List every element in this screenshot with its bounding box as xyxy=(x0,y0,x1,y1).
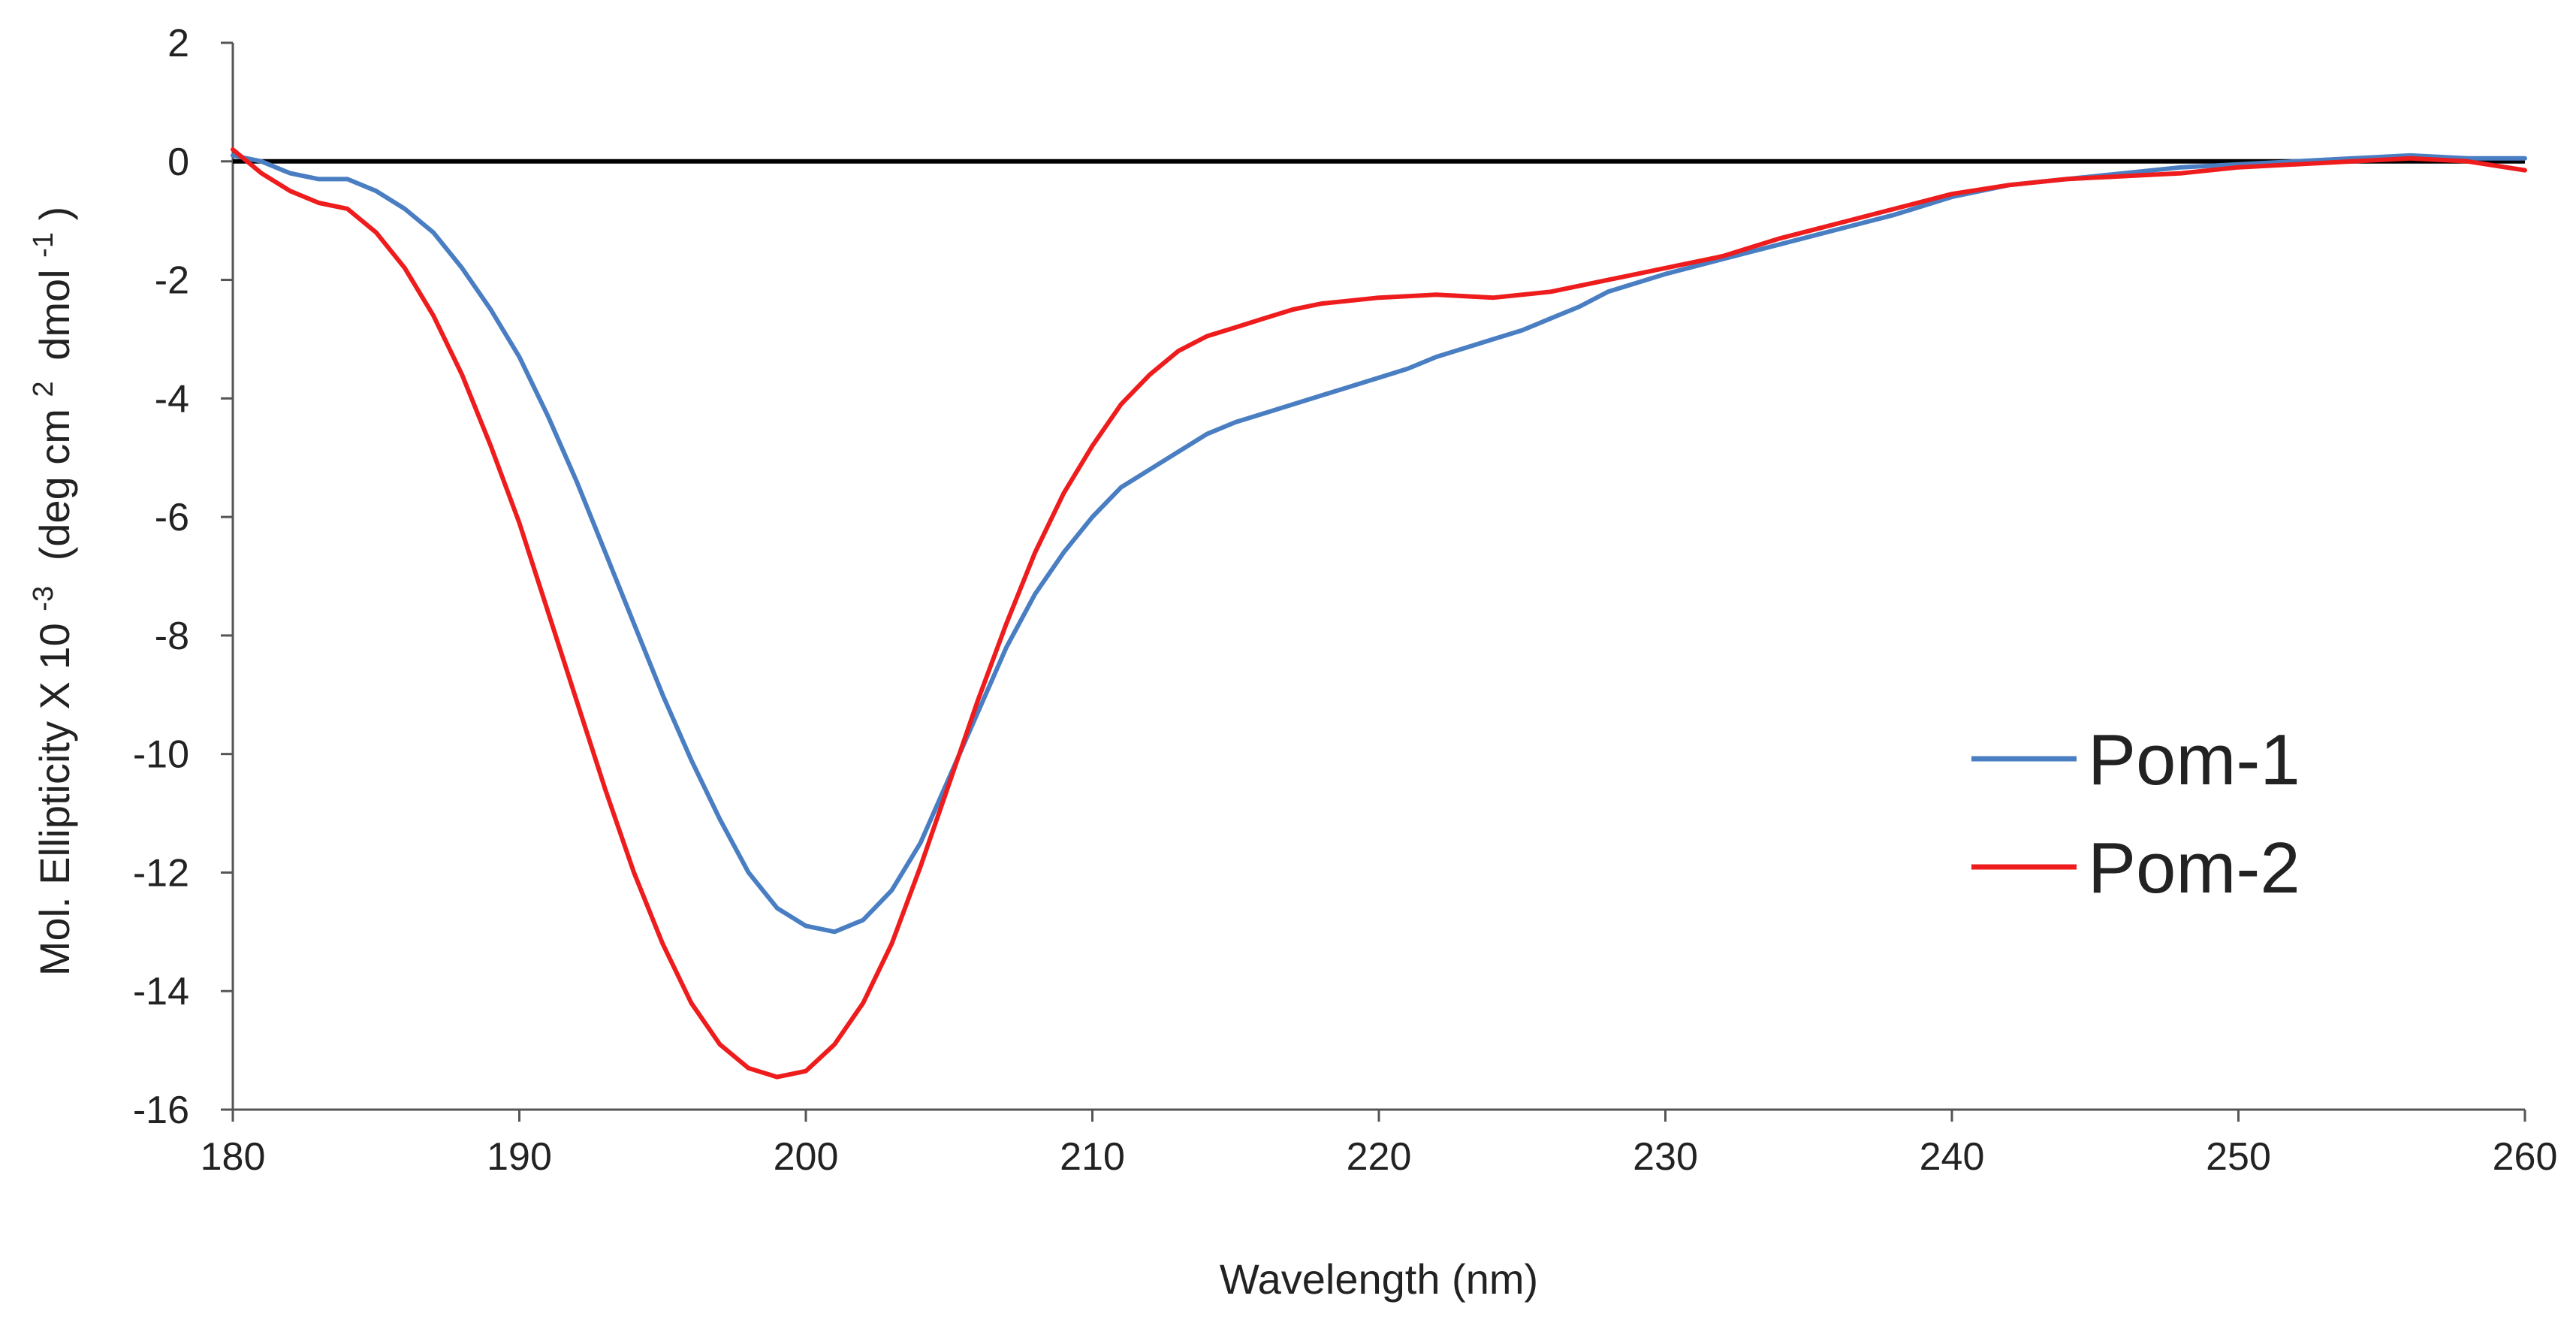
y-tick-label: -2 xyxy=(155,259,189,303)
y-tick-label: -8 xyxy=(155,615,189,658)
y-axis-title-units-mid: dmol xyxy=(31,269,78,360)
series-line-pom-2 xyxy=(231,147,2527,1080)
x-tick-label: 200 xyxy=(774,1135,839,1179)
y-tick-label: 2 xyxy=(167,22,189,65)
x-tick-label: 210 xyxy=(1060,1135,1125,1179)
x-tick-label: 220 xyxy=(1347,1135,1412,1179)
y-axis-title: Mol. Ellipticity X 10 -3 (deg cm 2 dmol … xyxy=(14,207,78,976)
x-tick-label: 250 xyxy=(2206,1135,2271,1179)
legend-label-pom-2: Pom-2 xyxy=(2088,828,2300,908)
y-tick-label: -4 xyxy=(155,377,189,421)
legend-label-pom-1: Pom-1 xyxy=(2088,720,2300,800)
y-tick-label: -16 xyxy=(133,1089,189,1132)
x-tick-label: 180 xyxy=(201,1135,266,1179)
axes: 2 0 -2 -4 -6 -8 -10 -12 -14 -16 180 190 200 210 220 230… xyxy=(133,22,2558,1179)
x-tick-label: 230 xyxy=(1633,1135,1698,1179)
y-axis-title-units-close: ) xyxy=(31,207,78,221)
series-line-pom-1 xyxy=(231,153,2527,935)
y-tick-label: -14 xyxy=(133,970,189,1013)
y-axis-title-units-exp2: -1 xyxy=(28,232,59,258)
y-tick-label: -6 xyxy=(155,496,189,539)
y-tick-label: -12 xyxy=(133,851,189,895)
y-axis-title-exponent: -3 xyxy=(28,586,59,612)
y-axis-title-main: Mol. Ellipticity X 10 xyxy=(31,623,78,976)
legend: Pom-1 Pom-2 xyxy=(1971,720,2300,908)
y-tick-label: -10 xyxy=(133,733,189,777)
axis-titles: Wavelength (nm) Mol. Ellipticity X 10 -3… xyxy=(14,207,1538,1303)
x-tick-label: 190 xyxy=(487,1135,552,1179)
y-tick-label: 0 xyxy=(167,140,189,184)
x-tick-label: 260 xyxy=(2493,1135,2558,1179)
y-axis-title-units-open: (deg cm xyxy=(31,409,78,560)
x-axis-title: Wavelength (nm) xyxy=(1220,1255,1538,1303)
y-axis-title-units-exp1: 2 xyxy=(28,381,59,397)
series-lines xyxy=(231,147,2527,1080)
x-tick-label: 240 xyxy=(1920,1135,1985,1179)
